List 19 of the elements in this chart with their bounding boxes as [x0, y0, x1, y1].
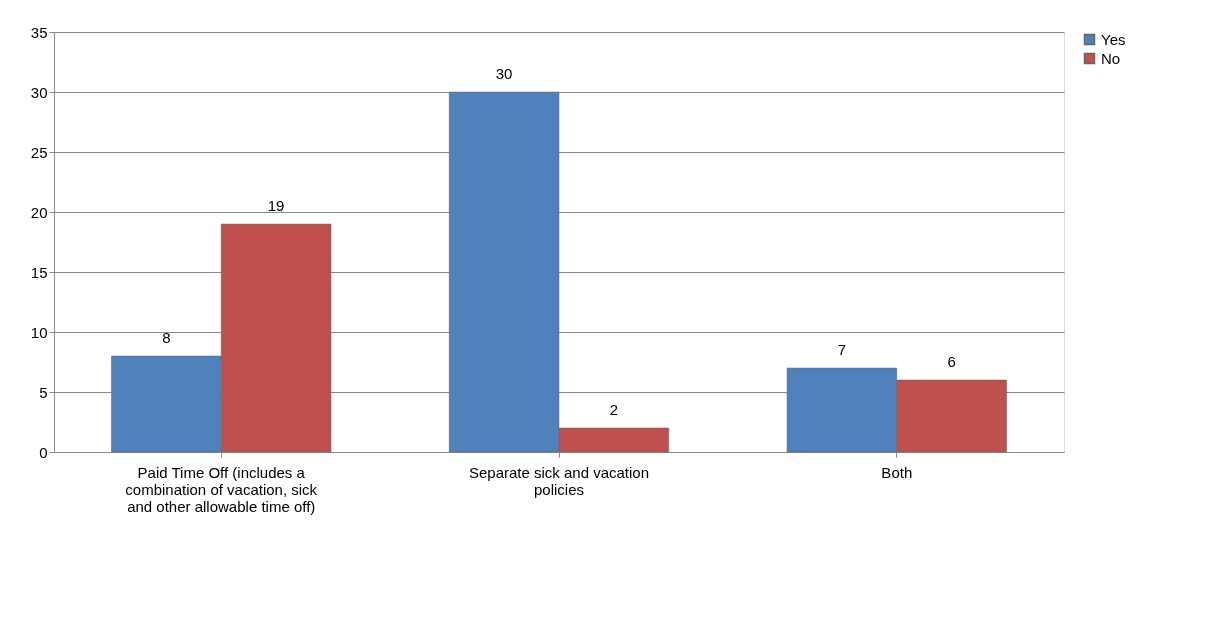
data-label: 6: [947, 353, 956, 370]
x-tick-label: Separate sick and vacation policies: [468, 463, 650, 498]
y-tick-label: 20: [30, 203, 48, 221]
x-tick-label: Both: [881, 463, 913, 481]
data-label: 7: [837, 341, 847, 358]
legend-label: Yes: [1101, 30, 1126, 48]
y-tick-label: 10: [30, 323, 48, 341]
data-label: 8: [162, 329, 171, 346]
y-tick-label: 25: [30, 143, 48, 161]
data-label: 19: [267, 197, 285, 214]
y-tick-label: 15: [30, 263, 48, 281]
y-tick-label: 35: [30, 23, 48, 41]
legend-label: No: [1101, 49, 1121, 67]
y-tick-label: 5: [39, 383, 48, 401]
y-tick-label: 0: [39, 443, 48, 461]
x-tick-label: Paid Time Off (includes a combination of vacation, sick and other allowable time off): [125, 463, 318, 515]
y-tick-label: 30: [30, 83, 48, 101]
data-label: 2: [609, 401, 619, 418]
data-label: 30: [495, 65, 513, 82]
